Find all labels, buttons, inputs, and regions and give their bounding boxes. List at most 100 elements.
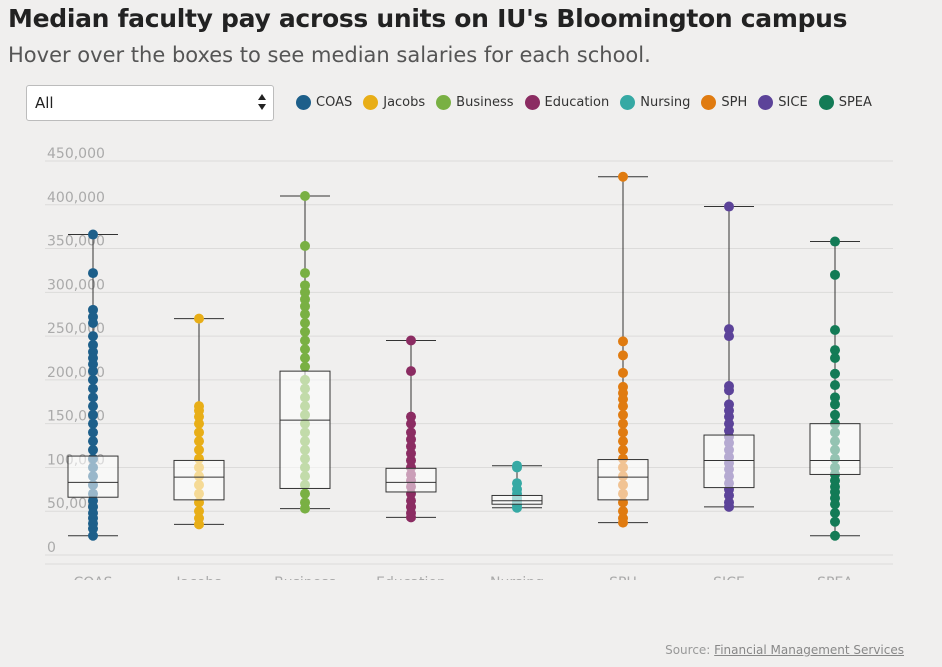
data-point[interactable] <box>300 326 310 337</box>
data-point[interactable] <box>300 280 310 291</box>
data-point[interactable] <box>300 240 310 251</box>
data-point[interactable] <box>88 383 98 394</box>
data-point[interactable] <box>406 411 416 422</box>
data-point[interactable] <box>88 229 98 240</box>
data-point[interactable] <box>194 427 204 438</box>
data-point[interactable] <box>618 394 628 405</box>
data-point[interactable] <box>830 499 840 510</box>
data-point[interactable] <box>830 516 840 527</box>
box-jacobs[interactable] <box>173 459 225 501</box>
data-point[interactable] <box>300 335 310 346</box>
legend-item-nursing[interactable]: Nursing <box>620 95 690 110</box>
data-point[interactable] <box>512 462 522 473</box>
box-education[interactable] <box>385 467 437 493</box>
legend-item-sice[interactable]: SICE <box>758 95 808 110</box>
data-point[interactable] <box>830 409 840 420</box>
data-point[interactable] <box>406 507 416 518</box>
data-point[interactable] <box>618 418 628 429</box>
data-point[interactable] <box>724 497 734 508</box>
data-point[interactable] <box>724 411 734 422</box>
unit-filter-select[interactable]: All <box>26 85 274 121</box>
data-point[interactable] <box>830 380 840 391</box>
data-point[interactable] <box>300 497 310 508</box>
data-point[interactable] <box>300 488 310 499</box>
data-point[interactable] <box>88 392 98 403</box>
data-point[interactable] <box>194 513 204 524</box>
data-point[interactable] <box>406 434 416 445</box>
data-point[interactable] <box>88 436 98 447</box>
data-point[interactable] <box>300 294 310 305</box>
data-point[interactable] <box>724 324 734 335</box>
data-point[interactable] <box>406 366 416 377</box>
data-point[interactable] <box>300 287 310 298</box>
data-point[interactable] <box>88 523 98 534</box>
data-point[interactable] <box>618 401 628 412</box>
data-point[interactable] <box>406 455 416 466</box>
data-point[interactable] <box>88 418 98 429</box>
box-nursing[interactable] <box>491 494 543 505</box>
data-point[interactable] <box>88 268 98 279</box>
data-point[interactable] <box>88 359 98 370</box>
data-point[interactable] <box>406 441 416 452</box>
data-point[interactable] <box>830 269 840 280</box>
data-point[interactable] <box>88 317 98 328</box>
data-point[interactable] <box>618 506 628 517</box>
data-point[interactable] <box>88 427 98 438</box>
data-point[interactable] <box>194 444 204 455</box>
data-point[interactable] <box>88 530 98 541</box>
box-sice[interactable] <box>703 434 755 489</box>
data-point[interactable] <box>300 317 310 328</box>
data-point[interactable] <box>88 401 98 412</box>
data-point[interactable] <box>88 444 98 455</box>
data-point[interactable] <box>300 344 310 355</box>
source-link[interactable]: Financial Management Services <box>714 643 904 657</box>
data-point[interactable] <box>618 436 628 447</box>
legend-item-jacobs[interactable]: Jacobs <box>363 95 425 110</box>
data-point[interactable] <box>88 374 98 385</box>
legend-item-spea[interactable]: SPEA <box>818 95 872 110</box>
data-point[interactable] <box>194 506 204 517</box>
data-point[interactable] <box>830 392 840 403</box>
data-point[interactable] <box>406 335 416 346</box>
data-point[interactable] <box>194 411 204 422</box>
data-point[interactable] <box>88 409 98 420</box>
data-point[interactable] <box>724 385 734 396</box>
data-point[interactable] <box>830 399 840 410</box>
legend-item-sph[interactable]: SPH <box>701 95 747 110</box>
data-point[interactable] <box>300 191 310 202</box>
data-point[interactable] <box>300 361 310 372</box>
data-point[interactable] <box>724 490 734 501</box>
data-point[interactable] <box>618 513 628 524</box>
data-point[interactable] <box>724 331 734 342</box>
data-point[interactable] <box>300 301 310 312</box>
data-point[interactable] <box>300 309 310 320</box>
data-point[interactable] <box>88 339 98 350</box>
data-point[interactable] <box>406 448 416 459</box>
data-point[interactable] <box>194 418 204 429</box>
data-point[interactable] <box>406 418 416 429</box>
box-business[interactable] <box>279 370 331 489</box>
data-point[interactable] <box>618 444 628 455</box>
data-point[interactable] <box>618 336 628 347</box>
data-point[interactable] <box>194 436 204 447</box>
data-point[interactable] <box>618 171 628 182</box>
data-point[interactable] <box>300 353 310 363</box>
box-coas[interactable] <box>67 455 119 498</box>
legend-item-business[interactable]: Business <box>436 95 514 110</box>
data-point[interactable] <box>618 367 628 378</box>
data-point[interactable] <box>618 427 628 438</box>
data-point[interactable] <box>830 345 840 356</box>
data-point[interactable] <box>724 201 734 212</box>
data-point[interactable] <box>300 268 310 279</box>
data-point[interactable] <box>830 530 840 541</box>
data-point[interactable] <box>88 366 98 377</box>
data-point[interactable] <box>830 353 840 363</box>
data-point[interactable] <box>830 368 840 379</box>
data-point[interactable] <box>724 418 734 429</box>
data-point[interactable] <box>830 507 840 518</box>
data-point[interactable] <box>830 236 840 247</box>
data-point[interactable] <box>88 304 98 315</box>
box-sph[interactable] <box>597 459 649 501</box>
data-point[interactable] <box>406 427 416 438</box>
data-point[interactable] <box>618 350 628 361</box>
